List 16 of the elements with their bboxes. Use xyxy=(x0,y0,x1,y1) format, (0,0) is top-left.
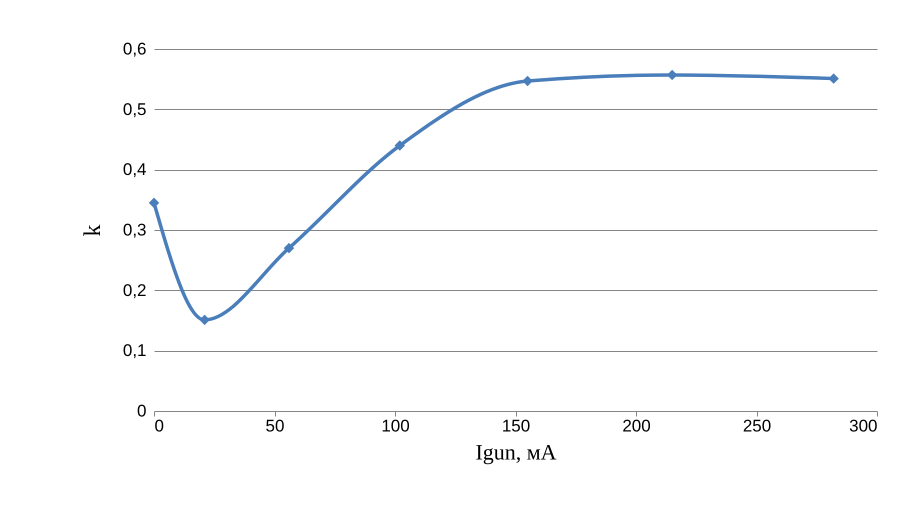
x-tick-label: 100 xyxy=(381,416,410,436)
x-tick-label: 0 xyxy=(154,416,164,436)
y-tick-label: 0,3 xyxy=(122,220,146,240)
x-tick-label: 250 xyxy=(742,416,772,436)
y-tick-label: 0,6 xyxy=(122,40,146,58)
y-tick-label: 0 xyxy=(137,402,146,420)
x-tick-label: 200 xyxy=(622,416,651,436)
y-tick-label: 0,2 xyxy=(122,280,146,300)
x-tick-label: 50 xyxy=(266,416,284,436)
x-tick-label: 300 xyxy=(849,416,878,436)
y-axis-title: k xyxy=(80,224,106,236)
y-tick-label: 0,4 xyxy=(122,160,146,180)
x-axis-title: Igun, мА xyxy=(475,440,557,464)
x-tick-label: 150 xyxy=(502,416,530,436)
y-tick-label: 0,1 xyxy=(122,341,146,360)
y-tick-label: 0,5 xyxy=(122,100,146,119)
